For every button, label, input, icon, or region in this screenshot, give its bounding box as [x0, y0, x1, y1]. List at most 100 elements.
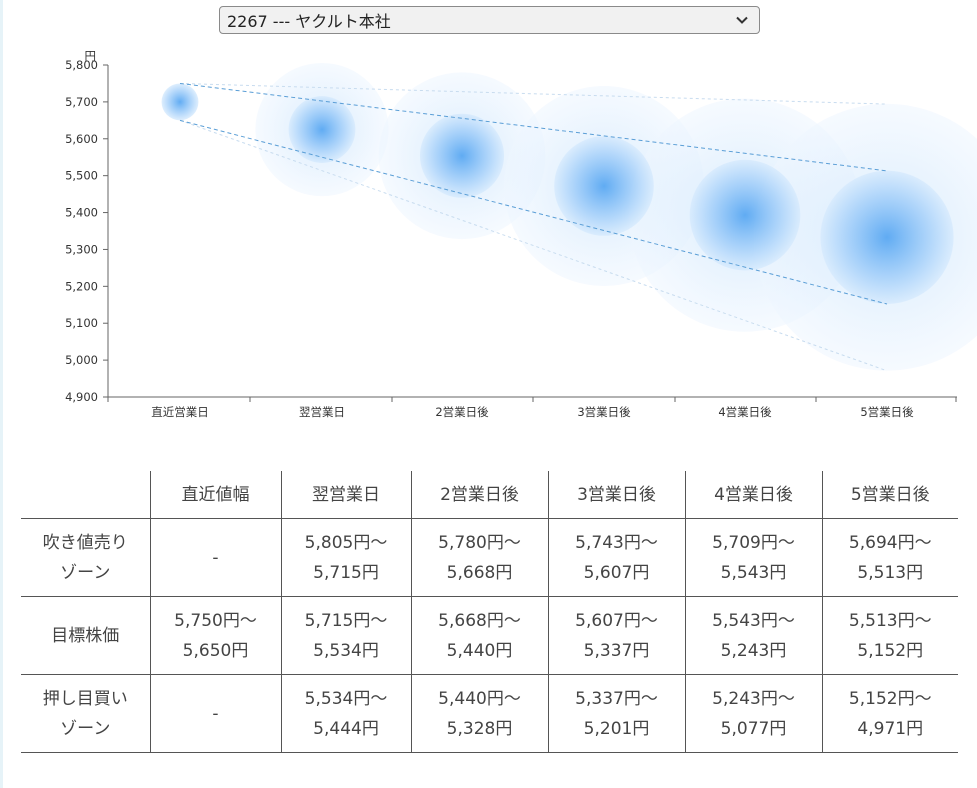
- cell-value: 5,650円: [182, 640, 249, 661]
- cell-value: 5,440円～: [438, 688, 521, 709]
- row-label: 吹き値売り ゾーン: [21, 518, 151, 597]
- row-label: 押し目買い ゾーン: [21, 674, 151, 753]
- x-tick-label: 3営業日後: [577, 405, 631, 419]
- row-label-line: 吹き値売り: [42, 532, 128, 553]
- header-cell: 直近値幅: [149, 471, 282, 519]
- header-cell: 3営業日後: [547, 471, 686, 519]
- row-label-line: 目標株価: [51, 625, 120, 646]
- cell-value: 5,201円: [583, 718, 650, 739]
- chevron-down-icon: [736, 16, 748, 24]
- x-tick-label: 直近営業日: [151, 405, 209, 419]
- cell-value: 5,337円: [583, 640, 650, 661]
- header-cell: 翌営業日: [280, 471, 412, 519]
- x-tick-label: 5営業日後: [860, 405, 914, 419]
- cell-value: 5,543円～: [712, 610, 795, 631]
- table-header-row: 直近値幅 翌営業日 2営業日後 3営業日後 4営業日後 5営業日後: [21, 471, 958, 519]
- table-cell: 5,694円～ 5,513円: [821, 518, 958, 597]
- table-cell: 5,534円～ 5,444円: [280, 674, 412, 753]
- stock-select-value: 2267 --- ヤクルト本社: [227, 12, 391, 31]
- cell-value: 5,780円～: [438, 532, 521, 553]
- target-lower-line: [179, 119, 888, 305]
- cell-value: 5,607円～: [575, 610, 658, 631]
- target-bubble: [419, 113, 505, 198]
- cell-value: 5,513円～: [848, 610, 932, 631]
- table-cell: 5,668円～ 5,440円: [410, 596, 549, 675]
- cell-value: 5,328円: [446, 718, 513, 739]
- target-bubble: [820, 170, 954, 304]
- header-cell: [21, 471, 151, 519]
- cell-value: -: [212, 703, 219, 724]
- table-cell: 5,709円～ 5,543円: [684, 518, 823, 597]
- forecast-chart: 5,800 5,700 5,600 5,500 5,400 5,300 5,200 5,100…: [65, 49, 977, 419]
- header-cell: 4営業日後: [684, 471, 823, 519]
- y-tick-label: 5,800: [65, 58, 98, 72]
- cell-value: 5,152円: [857, 640, 924, 661]
- y-axis-label: 円: [85, 49, 97, 63]
- table-cell: 5,607円～ 5,337円: [547, 596, 686, 675]
- target-bubble: [288, 96, 356, 163]
- cell-value: 5,534円: [313, 640, 379, 661]
- x-tick-label: 4営業日後: [718, 405, 772, 419]
- table-row-sell-zone: 吹き値売りゾーン - 5,805円～ 5,715円 5,780円～ 5,668円 5…: [21, 518, 958, 597]
- cell-value: 5,440円: [446, 640, 513, 661]
- cell-value: 5,152円～: [848, 688, 932, 709]
- table-cell: 5,337円～ 5,201円: [547, 674, 686, 753]
- row-label-line: ゾーン: [60, 718, 111, 739]
- table-cell: -: [149, 518, 282, 597]
- table-cell: 5,750円～ 5,650円: [149, 596, 282, 675]
- y-tick-label: 5,000: [65, 353, 98, 367]
- y-tick-label: 5,600: [65, 132, 98, 146]
- cell-value: 5,243円: [720, 640, 787, 661]
- cell-value: 4,971円: [857, 718, 924, 739]
- table-row-buy-zone: 押し目買いゾーン - 5,534円～ 5,444円 5,440円～ 5,328円 5…: [21, 674, 958, 753]
- header-cell: 5営業日後: [821, 471, 958, 519]
- cell-value: 5,337円～: [575, 688, 658, 709]
- cell-value: 5,534円～: [304, 688, 388, 709]
- y-tick-label: 5,300: [65, 242, 98, 256]
- target-bubble: [689, 159, 801, 271]
- target-bubble: [161, 83, 199, 121]
- zone-upper-line: [179, 82, 888, 105]
- cell-value: 5,543円: [720, 562, 787, 583]
- row-label-line: ゾーン: [60, 562, 111, 583]
- y-tick-label: 5,500: [65, 169, 98, 183]
- y-tick-label: 5,200: [65, 279, 98, 293]
- table-cell: 5,243円～ 5,077円: [684, 674, 823, 753]
- cell-value: 5,668円～: [438, 610, 521, 631]
- cell-value: 5,607円: [583, 562, 650, 583]
- cell-value: 5,743円～: [575, 532, 658, 553]
- page-left-edge: [0, 0, 3, 788]
- cell-value: 5,709円～: [712, 532, 795, 553]
- table-cell: 5,805円～ 5,715円: [280, 518, 412, 597]
- table-cell: 5,440円～ 5,328円: [410, 674, 549, 753]
- table-cell: 5,780円～ 5,668円: [410, 518, 549, 597]
- zone-lower-line: [179, 119, 888, 372]
- target-bubble: [554, 136, 654, 236]
- x-tick-label: 2営業日後: [435, 405, 489, 419]
- cell-value: 5,077円: [720, 718, 787, 739]
- table-cell: 5,743円～ 5,607円: [547, 518, 686, 597]
- cell-value: 5,715円～: [304, 610, 388, 631]
- table-row-target-price: 目標株価 5,750円～ 5,650円 5,715円～ 5,534円 5,668円～…: [21, 596, 958, 675]
- cell-value: 5,243円～: [712, 688, 795, 709]
- y-tick-label: 5,100: [65, 316, 98, 330]
- forecast-table: 直近値幅 翌営業日 2営業日後 3営業日後 4営業日後 5営業日後 吹き値売りゾ…: [21, 471, 958, 753]
- table-cell: 5,543円～ 5,243円: [684, 596, 823, 675]
- cell-value: 5,715円: [313, 562, 379, 583]
- y-tick-label: 4,900: [65, 390, 98, 404]
- table-cell: 5,513円～ 5,152円: [821, 596, 958, 675]
- stock-select[interactable]: 2267 --- ヤクルト本社: [219, 6, 760, 34]
- cell-value: 5,694円～: [848, 532, 932, 553]
- cell-value: 5,668円: [446, 562, 513, 583]
- cell-value: -: [212, 547, 219, 568]
- x-tick-label: 翌営業日: [299, 405, 345, 419]
- row-label-line: 押し目買い: [42, 688, 128, 709]
- cell-value: 5,444円: [313, 718, 379, 739]
- table-cell: 5,715円～ 5,534円: [280, 596, 412, 675]
- cell-value: 5,750円～: [174, 610, 257, 631]
- y-tick-label: 5,700: [65, 95, 98, 109]
- row-label: 目標株価: [21, 596, 151, 675]
- table-cell: -: [149, 674, 282, 753]
- table-cell: 5,152円～ 4,971円: [821, 674, 958, 753]
- cell-value: 5,805円～: [304, 532, 388, 553]
